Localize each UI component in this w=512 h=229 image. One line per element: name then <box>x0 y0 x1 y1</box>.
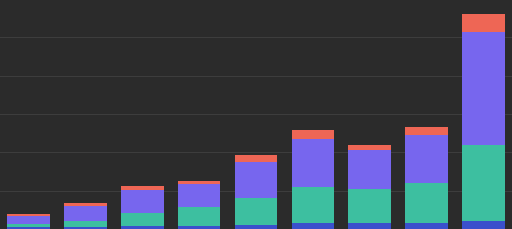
Bar <box>234 225 278 229</box>
Bar <box>406 135 448 183</box>
Bar <box>7 227 50 229</box>
Bar <box>406 183 448 223</box>
Bar <box>234 155 278 162</box>
Bar <box>291 139 334 187</box>
Bar <box>121 190 163 213</box>
Bar <box>406 223 448 229</box>
Bar <box>291 223 334 229</box>
Bar <box>462 33 505 146</box>
Bar <box>7 214 50 216</box>
Bar <box>349 189 391 223</box>
Bar <box>462 15 505 33</box>
Bar <box>178 226 221 229</box>
Bar <box>64 221 106 227</box>
Bar <box>7 224 50 227</box>
Bar <box>178 184 221 207</box>
Bar <box>234 198 278 225</box>
Bar <box>349 150 391 189</box>
Bar <box>462 221 505 229</box>
Bar <box>406 127 448 135</box>
Bar <box>349 223 391 229</box>
Bar <box>64 227 106 229</box>
Bar <box>291 187 334 223</box>
Bar <box>121 213 163 226</box>
Bar <box>462 146 505 221</box>
Bar <box>121 187 163 190</box>
Bar <box>64 206 106 221</box>
Bar <box>178 182 221 184</box>
Bar <box>64 203 106 206</box>
Bar <box>291 130 334 139</box>
Bar <box>178 207 221 226</box>
Bar <box>7 216 50 224</box>
Bar <box>234 162 278 198</box>
Bar <box>349 145 391 150</box>
Bar <box>121 226 163 229</box>
